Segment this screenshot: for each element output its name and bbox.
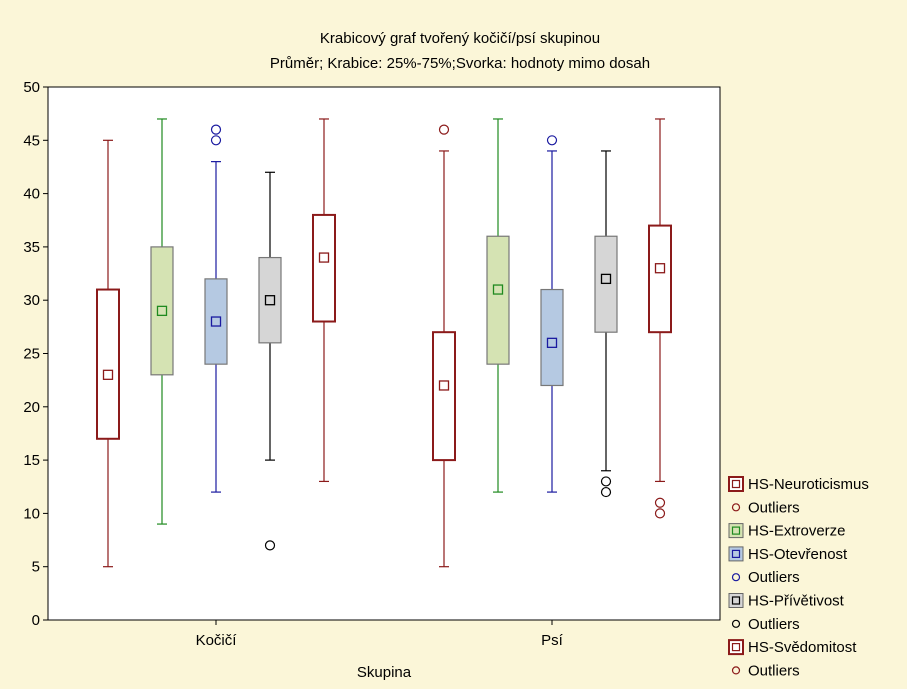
mean-marker (318, 252, 330, 263)
legend-swatch (728, 639, 744, 656)
box (204, 278, 228, 365)
legend-label: Outliers (748, 569, 800, 586)
outlier-point (210, 124, 222, 135)
y-tick-label: 10 (23, 505, 40, 522)
legend-label: HS-Neuroticismus (748, 476, 869, 493)
y-tick-label: 30 (23, 292, 40, 309)
y-tick-label: 45 (23, 132, 40, 149)
outlier-point (600, 476, 612, 487)
mean-marker (600, 273, 612, 285)
legend-item-outliers: Outliers (731, 569, 800, 586)
outlier-point (654, 508, 666, 519)
legend-label: HS-Otevřenost (748, 546, 848, 563)
box-group (648, 118, 672, 519)
box (648, 224, 672, 334)
outlier-point (210, 135, 222, 146)
mean-marker (156, 305, 168, 317)
legend-label: HS-Svědomitost (748, 639, 857, 656)
box (96, 288, 120, 440)
chart-subtitle: Průměr; Krabice: 25%-75%;Svorka: hodnoty… (270, 55, 650, 72)
mean-marker (546, 337, 558, 348)
box (258, 256, 282, 344)
y-tick-label: 5 (32, 559, 40, 576)
legend-item-outliers: Outliers (731, 662, 800, 679)
outlier-point (264, 540, 276, 551)
legend-label: Outliers (748, 662, 800, 679)
box-group (594, 150, 618, 498)
legend: HS-Neuroticismus Outliers HS-Extroverze HS-… (728, 476, 869, 679)
box (432, 331, 456, 462)
legend-swatch (728, 523, 744, 539)
box-group (150, 118, 174, 525)
x-tick-label: Kočičí (196, 632, 238, 649)
y-tick-label: 0 (32, 612, 40, 629)
mean-marker (102, 369, 114, 380)
y-tick-label: 40 (23, 186, 40, 203)
box-group (486, 118, 510, 493)
legend-label: HS-Přívětivost (748, 593, 845, 610)
legend-outlier-marker (731, 666, 741, 675)
legend-item-outliers: Outliers (731, 616, 800, 633)
legend-label: Outliers (748, 616, 800, 633)
legend-item: HS-Otevřenost (728, 546, 848, 563)
x-axis-label: Skupina (357, 664, 412, 681)
legend-item: HS-Přívětivost (728, 593, 845, 610)
legend-mean-marker (731, 642, 741, 652)
legend-label: HS-Extroverze (748, 523, 846, 540)
box-group (540, 135, 564, 493)
y-axis: 0 5 10 15 20 25 30 35 40 45 50 (23, 79, 48, 629)
box (486, 235, 510, 365)
x-tick-label: Psí (541, 632, 564, 649)
box-group (204, 124, 228, 493)
box (594, 235, 618, 333)
legend-swatch (728, 476, 744, 492)
legend-item: HS-Svědomitost (728, 639, 857, 656)
box-group (258, 171, 282, 551)
legend-outlier-marker (731, 573, 741, 582)
legend-swatch (728, 546, 744, 562)
legend-mean-marker (731, 526, 741, 535)
mean-marker (492, 284, 504, 295)
legend-mean-marker (731, 596, 741, 605)
outlier-point (546, 135, 558, 146)
outlier-point (600, 486, 612, 498)
legend-outlier-marker (731, 619, 741, 628)
x-axis: Kočičí Psí (196, 620, 564, 649)
legend-mean-marker (731, 549, 741, 559)
legend-swatch (728, 593, 744, 608)
box-group (312, 118, 336, 483)
box (150, 246, 174, 376)
box-group (432, 124, 456, 568)
box-group (96, 139, 120, 568)
y-tick-label: 50 (23, 79, 40, 96)
mean-marker (654, 263, 666, 274)
legend-outlier-marker (731, 503, 741, 512)
mean-marker (210, 316, 222, 327)
legend-item: HS-Extroverze (728, 523, 846, 540)
outlier-point (438, 124, 450, 135)
legend-mean-marker (731, 479, 741, 489)
mean-marker (438, 380, 450, 391)
box-marks (96, 118, 672, 568)
legend-label: Outliers (748, 499, 800, 516)
y-tick-label: 35 (23, 239, 40, 256)
mean-marker (264, 295, 276, 306)
box (540, 288, 564, 387)
y-tick-label: 20 (23, 399, 40, 416)
legend-item: HS-Neuroticismus (728, 476, 869, 493)
plot-area (47, 86, 721, 621)
y-tick-label: 25 (23, 346, 40, 363)
outlier-point (654, 497, 666, 508)
y-tick-label: 15 (23, 452, 40, 469)
legend-item-outliers: Outliers (731, 499, 800, 516)
box (312, 213, 336, 323)
chart-title: Krabicový graf tvořený kočičí/psí skupin… (320, 30, 600, 47)
